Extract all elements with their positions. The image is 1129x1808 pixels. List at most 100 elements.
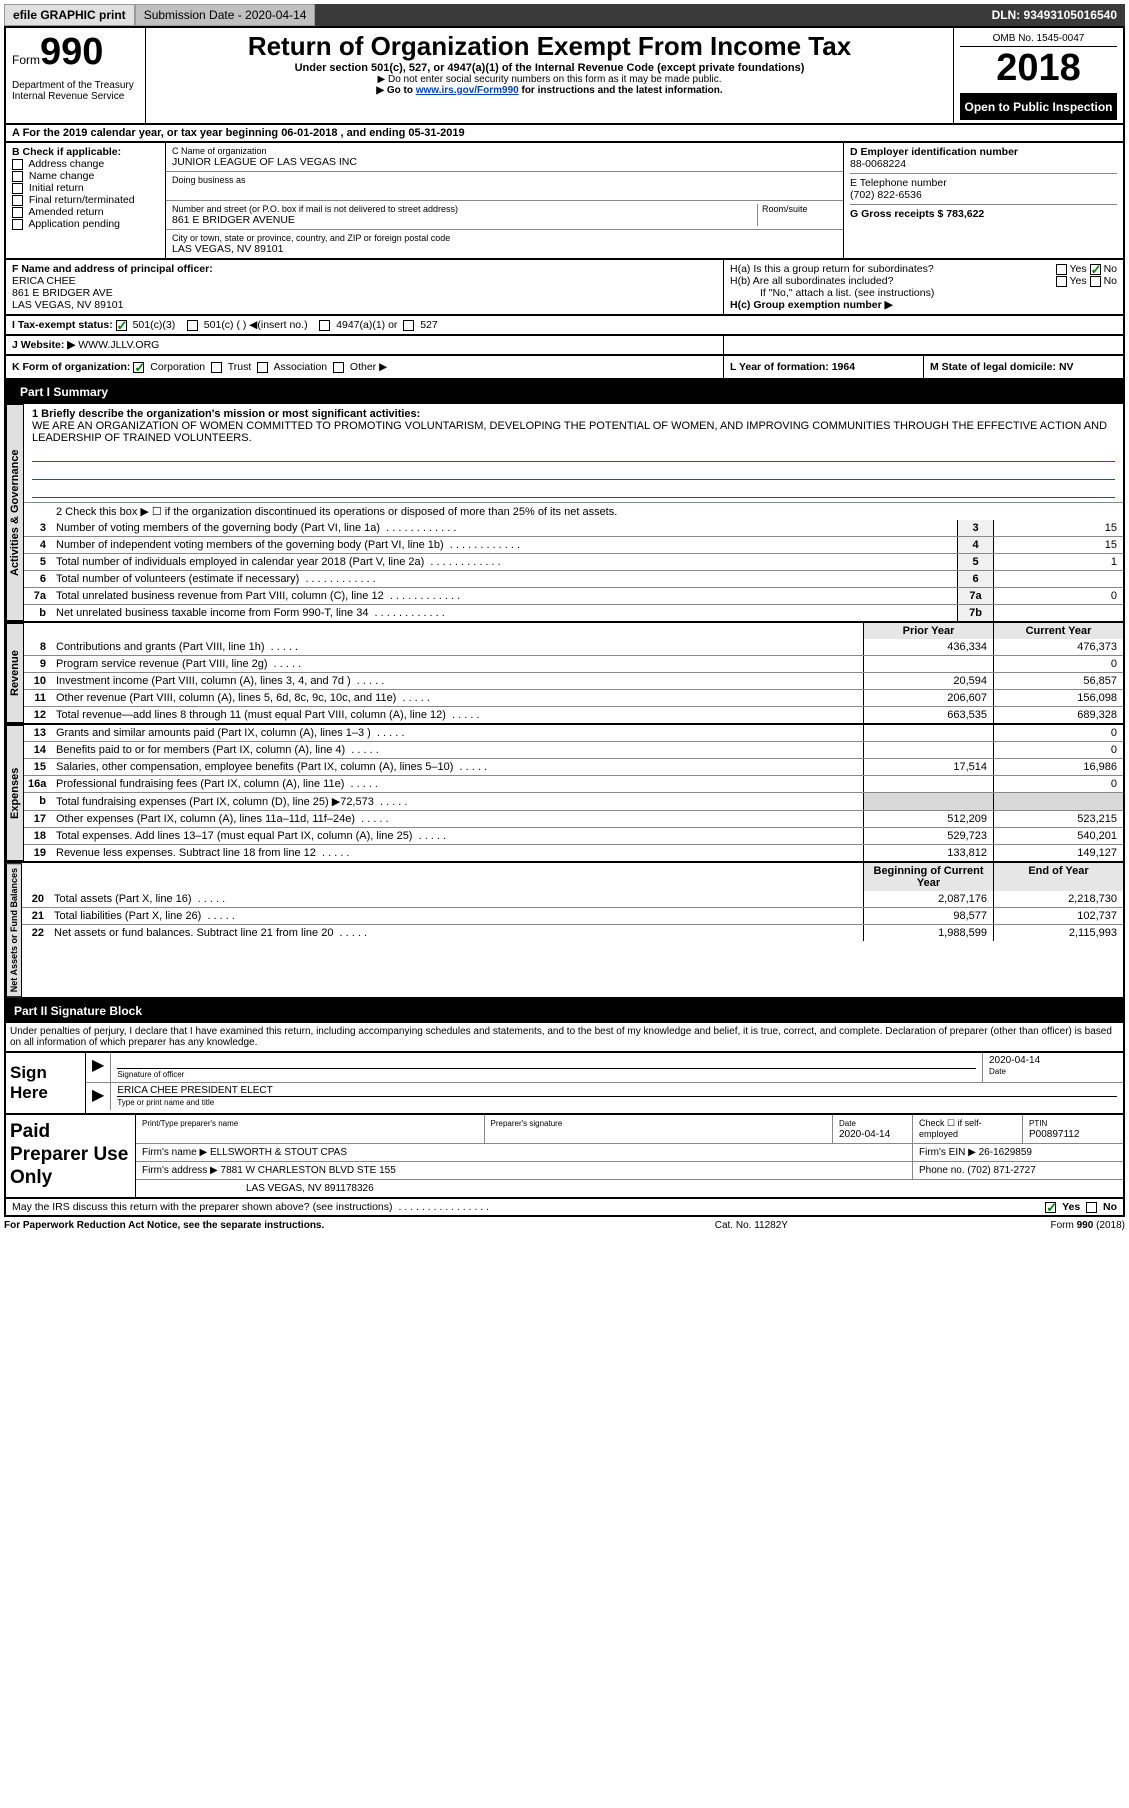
page-footer: For Paperwork Reduction Act Notice, see … [4,1217,1125,1234]
boy-hdr: Beginning of Current Year [863,863,993,891]
row-i: I Tax-exempt status: 501(c)(3) 501(c) ( … [4,316,1125,336]
dba-label: Doing business as [172,175,837,185]
ha-no-checkbox[interactable] [1090,264,1101,275]
data-row: 10Investment income (Part VIII, column (… [24,672,1123,689]
part-ii-title: Part II Signature Block [14,1004,142,1018]
side-expenses: Expenses [6,725,24,861]
part-i-body: Activities & Governance 1 Briefly descri… [4,404,1125,999]
paid-preparer-block: Paid Preparer Use Only Print/Type prepar… [4,1115,1125,1199]
topbar-spacer [315,12,983,18]
efile-label[interactable]: efile GRAPHIC print [4,4,135,26]
org-address: 861 E BRIDGER AVENUE [172,214,757,226]
data-row: 15Salaries, other compensation, employee… [24,758,1123,775]
i-501c3-checkbox[interactable] [116,320,127,331]
b-label: B Check if applicable: [12,146,121,158]
section-f-h: F Name and address of principal officer:… [4,260,1125,316]
hb-no: No [1104,275,1117,287]
row-j: J Website: ▶ WWW.JLLV.ORG [4,336,1125,356]
i-opt-0: 501(c)(3) [133,319,176,331]
ein: 88-0068224 [850,158,906,170]
k-opt-3: Other ▶ [350,361,387,373]
prep-name-label: Print/Type preparer's name [142,1119,238,1128]
b-item: Application pending [12,218,159,230]
side-revenue: Revenue [6,623,24,723]
data-row: 9Program service revenue (Part VIII, lin… [24,655,1123,672]
b-checkbox[interactable] [12,219,23,230]
gov-row: 5Total number of individuals employed in… [24,553,1123,570]
data-row: 21Total liabilities (Part X, line 26) . … [22,907,1123,924]
k-other-checkbox[interactable] [333,362,344,373]
hb-no-checkbox[interactable] [1090,276,1101,287]
b-checkbox[interactable] [12,207,23,218]
firm-name-label: Firm's name ▶ [142,1147,207,1158]
b-item: Name change [12,170,159,182]
row-a-text: A For the 2019 calendar year, or tax yea… [12,127,465,139]
k-opt-2: Association [273,361,327,373]
i-501c-checkbox[interactable] [187,320,198,331]
ptin-label: PTIN [1029,1119,1047,1128]
k-corp-checkbox[interactable] [133,362,144,373]
b-item: Address change [12,158,159,170]
arrow-icon: ▶ [86,1053,111,1082]
cat-no: Cat. No. 11282Y [565,1220,939,1231]
data-row: 12Total revenue—add lines 8 through 11 (… [24,706,1123,723]
discuss-yes-checkbox[interactable] [1045,1202,1056,1213]
b-checkbox[interactable] [12,195,23,206]
sig-date-label: Date [989,1067,1006,1076]
irs-link[interactable]: www.irs.gov/Form990 [416,85,519,96]
city-label: City or town, state or province, country… [172,233,837,243]
mission-label: 1 Briefly describe the organization's mi… [32,408,420,420]
b-checkbox[interactable] [12,183,23,194]
discuss-no-checkbox[interactable] [1086,1202,1097,1213]
data-row: 16aProfessional fundraising fees (Part I… [24,775,1123,792]
i-opt-1: 501(c) ( ) ◀(insert no.) [204,319,308,331]
gov-row: 4Number of independent voting members of… [24,536,1123,553]
data-row: 14Benefits paid to or for members (Part … [24,741,1123,758]
ptin: P00897112 [1029,1129,1079,1140]
discuss-yes: Yes [1062,1201,1080,1213]
firm-addr-label: Firm's address ▶ [142,1165,218,1176]
sig-officer-label: Signature of officer [117,1070,184,1079]
k-assoc-checkbox[interactable] [257,362,268,373]
ha-yes: Yes [1070,263,1087,275]
firm-addr2: LAS VEGAS, NV 891178326 [136,1180,1123,1197]
data-row: bTotal fundraising expenses (Part IX, co… [24,792,1123,810]
i-opt-2: 4947(a)(1) or [336,319,397,331]
firm-phone: (702) 871-2727 [967,1165,1035,1176]
officer-city: LAS VEGAS, NV 89101 [12,299,123,311]
data-row: 22Net assets or fund balances. Subtract … [22,924,1123,941]
hb-yes-checkbox[interactable] [1056,276,1067,287]
i-4947-checkbox[interactable] [319,320,330,331]
h-note: If "No," attach a list. (see instruction… [730,287,1117,299]
check-self: Check ☐ if self-employed [913,1115,1023,1143]
prior-year-hdr: Prior Year [863,623,993,639]
public-badge: Open to Public Inspection [960,94,1117,120]
dept-label: Department of the Treasury Internal Reve… [12,80,139,102]
pra-notice: For Paperwork Reduction Act Notice, see … [4,1220,324,1231]
phone: (702) 822-6536 [850,189,922,201]
i-527-checkbox[interactable] [403,320,414,331]
data-row: 11Other revenue (Part VIII, column (A), … [24,689,1123,706]
b-checkbox[interactable] [12,171,23,182]
row-a-period: A For the 2019 calendar year, or tax yea… [4,125,1125,143]
part-i-header: Part I Summary [4,380,1125,404]
topbar: efile GRAPHIC print Submission Date - 20… [4,4,1125,26]
ha-no: No [1104,263,1117,275]
org-name: JUNIOR LEAGUE OF LAS VEGAS INC [172,156,837,168]
part-i-title: Part I Summary [14,385,114,399]
form-label: Form [12,53,40,67]
paid-preparer-label: Paid Preparer Use Only [6,1115,136,1197]
k-trust-checkbox[interactable] [211,362,222,373]
gov-row: 7aTotal unrelated business revenue from … [24,587,1123,604]
discuss-row: May the IRS discuss this return with the… [4,1199,1125,1217]
room-label: Room/suite [757,204,837,226]
hb-label: H(b) Are all subordinates included? [730,275,893,287]
k-opt-0: Corporation [150,361,205,373]
b-checkbox[interactable] [12,159,23,170]
gov-row: 6Total number of volunteers (estimate if… [24,570,1123,587]
ha-yes-checkbox[interactable] [1056,264,1067,275]
side-netassets: Net Assets or Fund Balances [6,863,22,997]
k-label: K Form of organization: [12,361,130,373]
officer-printed: ERICA CHEE PRESIDENT ELECT [117,1085,1117,1097]
org-city: LAS VEGAS, NV 89101 [172,243,837,255]
